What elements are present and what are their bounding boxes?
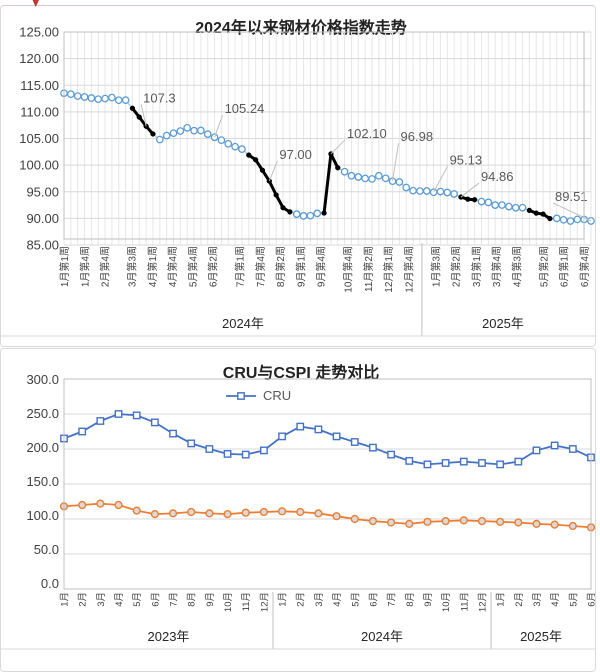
svg-text:102.10: 102.10 bbox=[347, 126, 387, 141]
svg-text:4月第1周: 4月第1周 bbox=[146, 246, 159, 287]
svg-text:1月第1周: 1月第1周 bbox=[58, 246, 71, 287]
svg-text:9月: 9月 bbox=[205, 592, 216, 607]
svg-text:11月: 11月 bbox=[241, 592, 252, 611]
svg-text:12月: 12月 bbox=[477, 592, 488, 612]
svg-text:150.0: 150.0 bbox=[26, 474, 59, 489]
svg-text:2月第4周: 2月第4周 bbox=[99, 246, 112, 287]
svg-text:97.00: 97.00 bbox=[279, 147, 312, 162]
svg-text:3月第1周: 3月第1周 bbox=[470, 246, 483, 287]
svg-text:2月第2周: 2月第2周 bbox=[450, 246, 463, 287]
svg-text:1月第3周: 1月第3周 bbox=[429, 246, 442, 287]
svg-text:4月: 4月 bbox=[550, 592, 561, 607]
svg-text:3月: 3月 bbox=[314, 592, 325, 607]
svg-text:85.00: 85.00 bbox=[26, 238, 59, 253]
svg-text:90.00: 90.00 bbox=[26, 211, 59, 226]
svg-text:6月第1周: 6月第1周 bbox=[558, 246, 571, 287]
svg-text:107.3: 107.3 bbox=[143, 90, 176, 105]
svg-text:4月: 4月 bbox=[332, 592, 343, 607]
svg-text:105.00: 105.00 bbox=[19, 131, 59, 146]
svg-text:2025年: 2025年 bbox=[482, 316, 524, 331]
svg-text:2月: 2月 bbox=[514, 592, 525, 607]
svg-text:2月: 2月 bbox=[78, 592, 89, 607]
svg-text:8月第2周: 8月第2周 bbox=[274, 246, 287, 287]
svg-text:300.0: 300.0 bbox=[26, 372, 59, 387]
svg-text:250.0: 250.0 bbox=[26, 406, 59, 421]
svg-text:5月第2周: 5月第2周 bbox=[537, 246, 550, 287]
svg-text:6月第2周: 6月第2周 bbox=[207, 246, 220, 287]
svg-text:1月: 1月 bbox=[496, 592, 507, 607]
svg-text:7月第4周: 7月第4周 bbox=[254, 246, 267, 287]
svg-text:12月: 12月 bbox=[259, 592, 270, 612]
svg-text:12月第4周: 12月第4周 bbox=[402, 246, 415, 293]
svg-text:1月第4周: 1月第4周 bbox=[78, 246, 91, 287]
svg-text:6月第4周: 6月第4周 bbox=[578, 246, 591, 287]
svg-text:10月: 10月 bbox=[441, 592, 452, 612]
svg-text:0.0: 0.0 bbox=[41, 576, 59, 591]
svg-text:3月第4周: 3月第4周 bbox=[490, 246, 503, 287]
svg-text:6月: 6月 bbox=[150, 592, 161, 607]
svg-text:3月: 3月 bbox=[96, 592, 107, 607]
svg-text:200.0: 200.0 bbox=[26, 440, 59, 455]
svg-text:2024年: 2024年 bbox=[222, 316, 264, 331]
svg-text:115.00: 115.00 bbox=[20, 78, 59, 93]
svg-text:94.86: 94.86 bbox=[481, 169, 514, 184]
svg-text:1月: 1月 bbox=[60, 592, 71, 607]
svg-text:2024年: 2024年 bbox=[361, 629, 403, 644]
svg-text:12月第1周: 12月第1周 bbox=[382, 246, 395, 293]
svg-text:4月第3周: 4月第3周 bbox=[510, 246, 523, 287]
svg-text:CRU: CRU bbox=[263, 388, 291, 403]
svg-text:100.0: 100.0 bbox=[26, 508, 59, 523]
svg-text:8月: 8月 bbox=[187, 592, 198, 607]
svg-text:5月第4周: 5月第4周 bbox=[186, 246, 199, 287]
svg-text:10月第4周: 10月第4周 bbox=[342, 246, 355, 293]
svg-text:11月: 11月 bbox=[459, 592, 470, 611]
svg-text:5月: 5月 bbox=[568, 592, 579, 607]
svg-text:9月第4周: 9月第4周 bbox=[315, 246, 328, 287]
svg-text:120.00: 120.00 bbox=[19, 51, 59, 66]
svg-text:6月: 6月 bbox=[587, 592, 597, 607]
svg-text:7月: 7月 bbox=[387, 592, 398, 607]
svg-text:7月: 7月 bbox=[169, 592, 180, 607]
svg-text:89.51: 89.51 bbox=[555, 189, 588, 204]
svg-text:50.0: 50.0 bbox=[34, 542, 59, 557]
svg-text:105.24: 105.24 bbox=[225, 101, 265, 116]
svg-text:2023年: 2023年 bbox=[148, 629, 190, 644]
svg-text:3月: 3月 bbox=[532, 592, 543, 607]
svg-text:7月第1周: 7月第1周 bbox=[234, 246, 247, 287]
svg-text:95.00: 95.00 bbox=[26, 184, 59, 199]
svg-text:10月: 10月 bbox=[223, 592, 234, 612]
svg-text:2025年: 2025年 bbox=[520, 629, 562, 644]
svg-text:100.00: 100.00 bbox=[19, 158, 59, 173]
svg-text:4月: 4月 bbox=[114, 592, 125, 607]
svg-text:3月第3周: 3月第3周 bbox=[126, 246, 139, 287]
svg-text:6月: 6月 bbox=[368, 592, 379, 607]
svg-text:96.98: 96.98 bbox=[401, 129, 434, 144]
svg-text:125.00: 125.00 bbox=[19, 25, 59, 40]
svg-text:5月: 5月 bbox=[350, 592, 361, 607]
svg-text:110.00: 110.00 bbox=[20, 104, 59, 119]
svg-text:9月第1周: 9月第1周 bbox=[294, 246, 307, 287]
svg-text:1月: 1月 bbox=[278, 592, 289, 607]
svg-text:5月: 5月 bbox=[132, 592, 143, 607]
svg-text:4月第4周: 4月第4周 bbox=[166, 246, 179, 287]
svg-text:2月: 2月 bbox=[296, 592, 307, 607]
svg-text:9月: 9月 bbox=[423, 592, 434, 607]
svg-text:11月第2周: 11月第2周 bbox=[362, 246, 375, 292]
svg-text:95.13: 95.13 bbox=[450, 152, 483, 167]
svg-text:8月: 8月 bbox=[405, 592, 416, 607]
